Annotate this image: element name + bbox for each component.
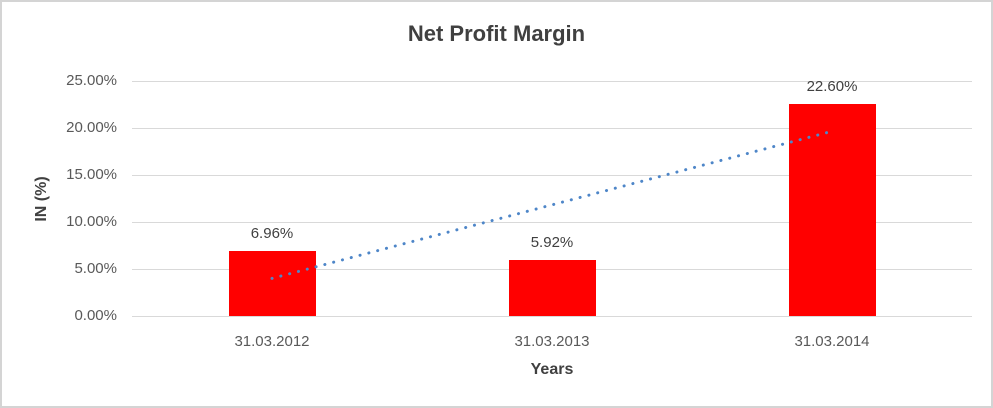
y-tick-label: 20.00% xyxy=(66,119,117,136)
bar-data-label: 6.96% xyxy=(250,224,294,242)
x-tick-label: 31.03.2014 xyxy=(794,333,870,350)
gridline xyxy=(132,315,972,317)
gridline xyxy=(132,80,972,82)
y-tick-label: 10.00% xyxy=(66,213,117,230)
bar xyxy=(508,260,596,316)
bar xyxy=(228,250,316,316)
bar-data-label: 22.60% xyxy=(806,77,858,95)
y-tick-label: 15.00% xyxy=(66,166,117,183)
y-tick-label: 25.00% xyxy=(66,72,117,89)
y-tick-label: 0.00% xyxy=(74,307,117,324)
bar xyxy=(788,103,876,316)
y-axis-title: IN (%) xyxy=(33,176,50,222)
x-axis-title: Years xyxy=(530,361,574,378)
gridline xyxy=(132,127,972,129)
chart-title: Net Profit Margin xyxy=(407,21,586,46)
trendline xyxy=(270,129,834,280)
y-tick-label: 5.00% xyxy=(74,260,117,277)
x-tick-label: 31.03.2012 xyxy=(234,333,310,350)
bar-data-label: 5.92% xyxy=(530,234,574,252)
x-tick-label: 31.03.2013 xyxy=(514,333,590,350)
